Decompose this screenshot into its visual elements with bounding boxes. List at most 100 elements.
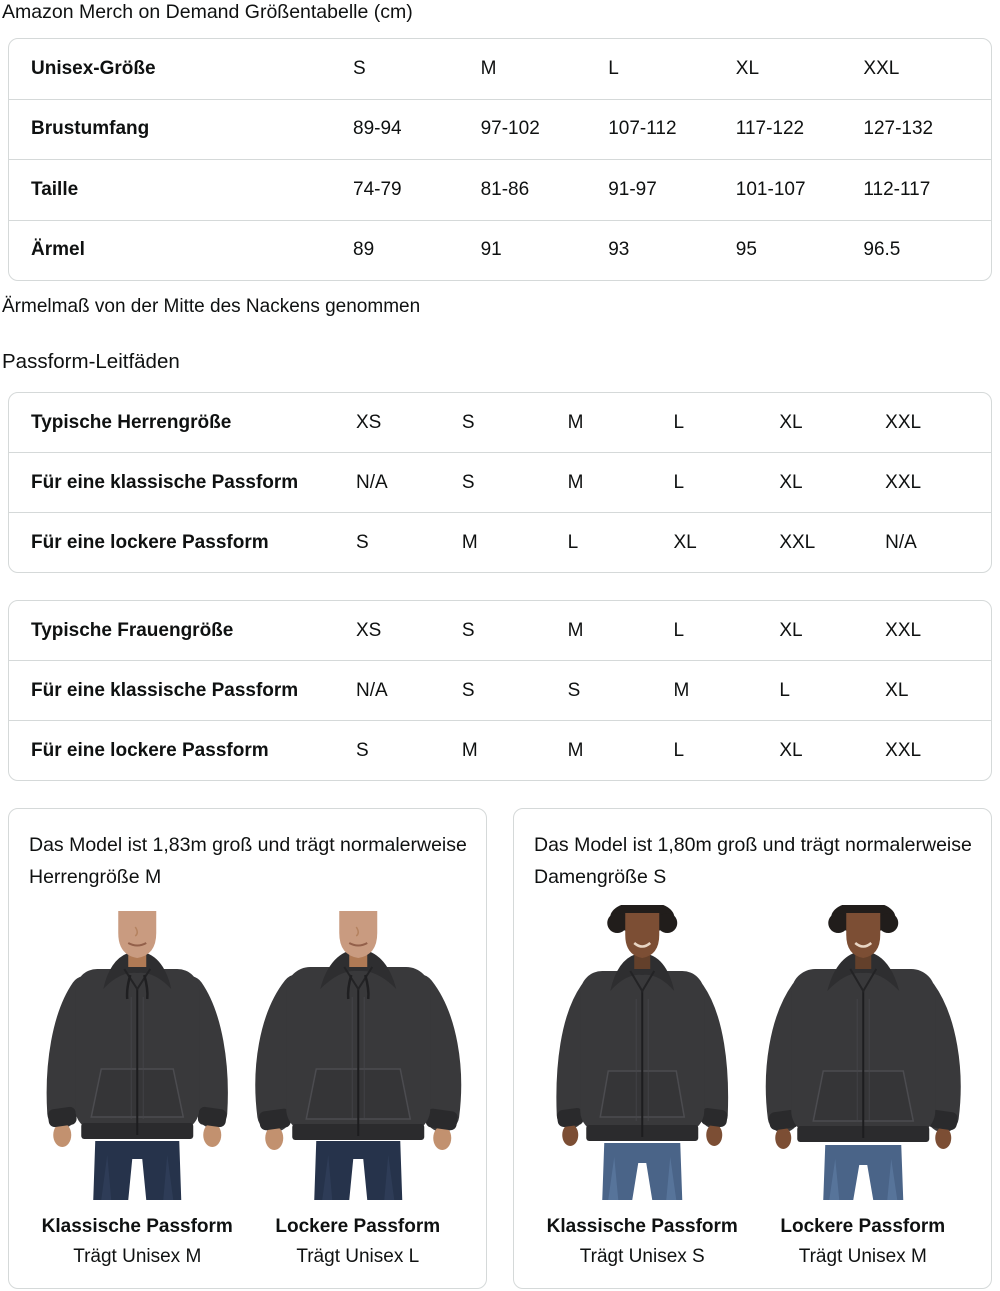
figure-classic-fit-female: Klassische Passform Trägt Unisex S [532,905,753,1272]
table-cell: 107-112 [608,118,677,140]
table-row: Ärmel 89 91 93 95 96.5 [9,219,991,281]
head [827,905,898,969]
row-label: Ärmel [31,239,85,261]
table-cell: L [673,471,685,493]
model-photo-female-classic-fit [556,905,729,1200]
table-cell: M [461,739,478,761]
table-cell: M [567,739,584,761]
row-label: Typische Frauengröße [31,619,234,641]
model-photo-female-loose-fit [765,905,961,1200]
table-cell: XXL [885,739,922,761]
table-cell: L [779,679,790,701]
fit-guides-heading: Passform-Leitfäden [2,350,180,373]
table-cell: 81-86 [480,178,530,200]
table-cell: 89-94 [353,118,402,140]
model-cards: Das Model ist 1,83m groß und trägt norma… [8,808,992,1289]
model-photo-male-loose-fit [254,911,461,1200]
jeans [602,1143,683,1200]
table-cell: XXL [885,619,922,641]
table-cell: XS [356,619,382,641]
table-cell: XL [735,57,760,79]
table-cell: M [480,57,497,79]
row-label: Für eine lockere Passform [31,531,269,553]
row-label: Brustumfang [31,118,150,140]
table-cell: M [567,471,584,493]
table-row: Brustumfang 89-94 97-102 107-112 117-122… [9,98,991,160]
size-worn-label: Trägt Unisex L [296,1246,420,1267]
table-row: Für eine klassische Passform N/A S S M L… [9,660,991,720]
head [338,911,377,967]
model-description: Das Model ist 1,80m groß und trägt norma… [534,834,972,888]
table-cell: S [461,411,475,433]
figure-classic-fit-male: Klassische Passform Trägt Unisex M [27,905,248,1272]
hoodie [556,953,729,1146]
table-cell: S [461,679,475,701]
row-label: Für eine lockere Passform [31,739,269,761]
fit-label: Lockere Passform [275,1216,441,1237]
table-row: Taille 74-79 81-86 91-97 101-107 112-117 [9,159,991,220]
table-cell: S [356,739,369,761]
model-figures: Klassische Passform Trägt Unisex M [27,905,468,1272]
table-cell: 95 [735,239,757,261]
table-cell: XL [779,739,803,761]
table-cell: N/A [356,471,388,493]
table-cell: 97-102 [480,118,540,140]
table-cell: XL [673,531,697,553]
model-description: Das Model ist 1,83m groß und trägt norma… [29,834,467,888]
jeans [822,1145,903,1200]
table-cell: N/A [885,531,917,553]
table-cell: XL [779,471,803,493]
table-row: Typische Herrengröße XS S M L XL XXL [9,393,991,452]
table-cell: S [353,57,366,79]
table-cell: 91-97 [608,178,657,200]
table-row: Für eine lockere Passform S M M L XL XXL [9,720,991,780]
row-label: Taille [31,178,79,200]
table-cell: M [567,411,584,433]
table-cell: XL [779,619,803,641]
table-row: Unisex-Größe S M L XL XXL [9,39,991,99]
table-cell: S [461,619,475,641]
table-cell: M [567,619,584,641]
jeans [313,1141,402,1200]
jeans [93,1141,182,1200]
row-label: Unisex-Größe [31,57,156,79]
figure-loose-fit-female: Lockere Passform Trägt Unisex M [753,905,974,1272]
womens-model-card: Das Model ist 1,80m groß und trägt norma… [513,808,992,1289]
row-label: Für eine klassische Passform [31,471,299,493]
table-cell: 112-117 [863,178,931,200]
size-worn-label: Trägt Unisex M [798,1246,927,1267]
figure-loose-fit-male: Lockere Passform Trägt Unisex L [248,905,469,1272]
size-worn-label: Trägt Unisex M [73,1246,202,1267]
table-cell: L [608,57,619,79]
table-row: Typische Frauengröße XS S M L XL XXL [9,601,991,660]
hoodie [765,951,961,1149]
model-photo-male-classic-fit [46,911,228,1200]
fit-label: Klassische Passform [41,1216,233,1237]
table-cell: XXL [863,57,900,79]
sleeve-measure-note: Ärmelmaß von der Mitte des Nackens genom… [2,296,421,317]
table-cell: 96.5 [863,239,901,261]
table-cell: L [673,739,685,761]
table-cell: XXL [779,531,816,553]
head [607,905,678,969]
table-cell: L [673,411,685,433]
table-cell: N/A [356,679,388,701]
table-cell: 101-107 [735,178,806,200]
table-cell: XS [356,411,382,433]
table-row: Für eine lockere Passform S M L XL XXL N… [9,512,991,572]
table-cell: XL [885,679,909,701]
table-cell: XXL [885,411,922,433]
hoodie [254,949,461,1150]
head [118,911,157,967]
table-cell: 117-122 [735,118,805,140]
unisex-size-table: Unisex-Größe S M L XL XXL Brustumfang 89… [8,38,992,281]
table-cell: L [673,619,685,641]
table-cell: XXL [885,471,922,493]
table-cell: S [567,679,581,701]
table-cell: 93 [608,239,630,261]
table-cell: 91 [480,239,502,261]
table-cell: 74-79 [353,178,402,200]
row-label: Typische Herrengröße [31,411,232,433]
model-figures: Klassische Passform Trägt Unisex S [532,905,973,1272]
